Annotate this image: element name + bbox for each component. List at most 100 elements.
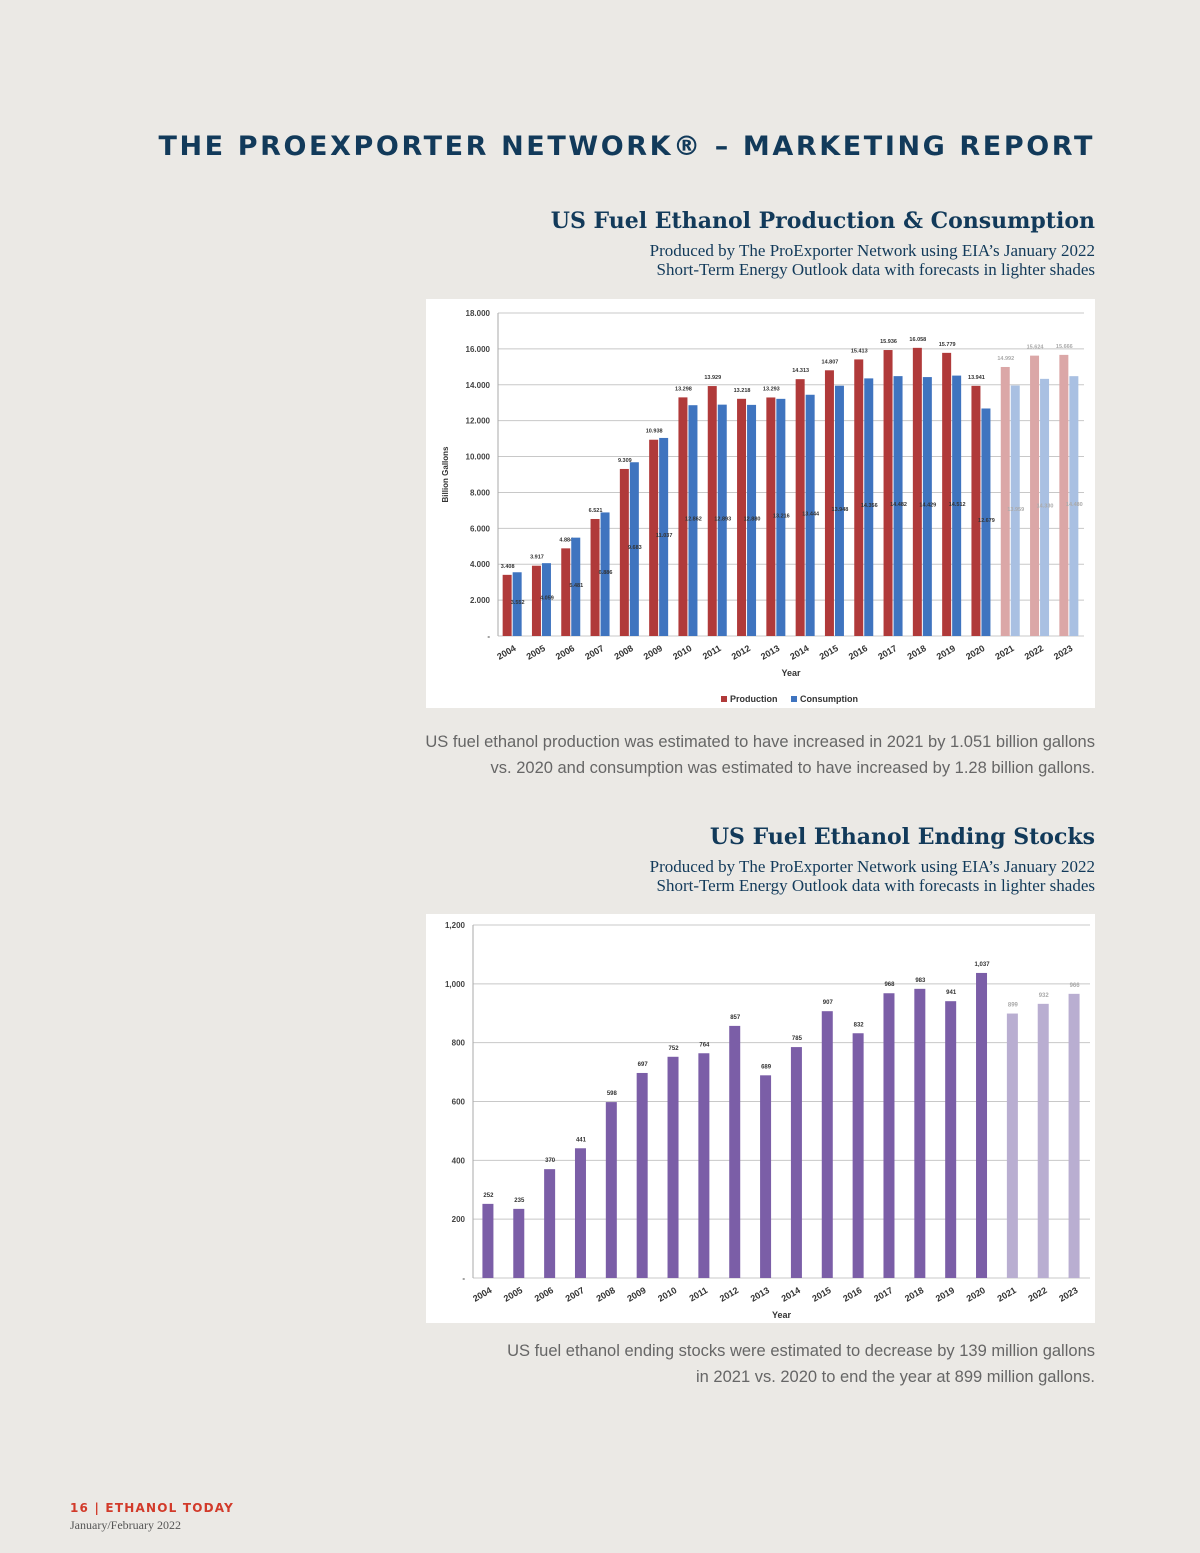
chart2-caption: US fuel ethanol ending stocks were estim… xyxy=(507,1338,1095,1390)
x-tick-label: 2022 xyxy=(1023,643,1045,662)
y-tick-label: 200 xyxy=(452,1215,466,1224)
data-label: 598 xyxy=(607,1091,618,1097)
data-label: 235 xyxy=(514,1198,525,1204)
chart1-title: US Fuel Ethanol Production & Consumption xyxy=(550,208,1095,234)
data-label: 13.959 xyxy=(1007,507,1024,513)
x-tick-label: 2015 xyxy=(810,1285,832,1304)
y-tick-label: 14.000 xyxy=(466,381,491,390)
data-label: 12.893 xyxy=(714,516,731,522)
chart1-subtitle-line: Short-Term Energy Outlook data with fore… xyxy=(656,260,1095,279)
y-tick-label: 18.000 xyxy=(466,309,491,318)
y-tick-label: 800 xyxy=(452,1039,466,1048)
chart1-caption-line: US fuel ethanol production was estimated… xyxy=(425,733,1095,751)
data-label: 932 xyxy=(1039,993,1050,999)
x-axis-title: Year xyxy=(772,1310,792,1320)
bar-ending-stocks xyxy=(945,1001,957,1278)
x-tick-label: 2006 xyxy=(533,1285,555,1304)
data-label: 6.886 xyxy=(599,570,613,576)
y-tick-label: 12.000 xyxy=(466,417,491,426)
data-label: 966 xyxy=(1070,983,1081,989)
x-tick-label: 2004 xyxy=(471,1285,493,1304)
data-label: 11.037 xyxy=(656,533,673,539)
bar-consumption xyxy=(747,404,757,636)
data-label: 14.482 xyxy=(890,502,907,508)
data-label: 12.679 xyxy=(978,518,995,524)
x-tick-label: 2017 xyxy=(876,643,898,662)
y-tick-label: - xyxy=(462,1274,465,1283)
data-label: 15.624 xyxy=(1027,345,1045,351)
bar-ending-stocks xyxy=(883,993,895,1278)
bar-ending-stocks xyxy=(605,1102,617,1278)
x-tick-label: 2010 xyxy=(656,1285,678,1304)
bar-production xyxy=(707,386,717,636)
bar-consumption xyxy=(922,377,932,636)
data-label: 14.429 xyxy=(919,503,936,509)
footer-page-label: 16 | ETHANOL TODAY xyxy=(70,1501,234,1515)
bar-production xyxy=(678,397,688,636)
data-label: 752 xyxy=(669,1046,680,1052)
data-label: 968 xyxy=(884,982,895,988)
bar-production xyxy=(912,347,922,636)
data-label: 10.938 xyxy=(646,429,663,435)
chart2-caption-line: US fuel ethanol ending stocks were estim… xyxy=(507,1342,1095,1360)
data-label: 941 xyxy=(946,990,957,996)
bar-consumption xyxy=(688,405,698,636)
data-label: 983 xyxy=(915,978,926,984)
chart1-caption-line: vs. 2020 and consumption was estimated t… xyxy=(490,759,1095,777)
data-label: 1,037 xyxy=(975,962,991,968)
x-tick-label: 2020 xyxy=(964,643,986,662)
bar-consumption xyxy=(541,563,551,636)
x-tick-label: 2012 xyxy=(730,643,752,662)
x-tick-label: 2022 xyxy=(1026,1285,1048,1304)
bar-ending-stocks xyxy=(698,1053,710,1278)
y-tick-label: 8.000 xyxy=(470,488,491,497)
data-label: 6.521 xyxy=(589,508,603,514)
data-label: 13.218 xyxy=(734,388,751,394)
x-tick-label: 2013 xyxy=(759,643,781,662)
bar-ending-stocks xyxy=(976,972,988,1278)
x-tick-label: 2006 xyxy=(554,643,576,662)
data-label: 9.309 xyxy=(618,458,632,464)
bar-ending-stocks xyxy=(574,1148,586,1278)
data-label: 3.552 xyxy=(511,600,525,606)
data-label: 13.948 xyxy=(832,507,849,513)
data-label: 857 xyxy=(730,1015,741,1021)
bar-production xyxy=(824,370,834,636)
chart2-caption-line: in 2021 vs. 2020 to end the year at 899 … xyxy=(695,1368,1095,1386)
x-tick-label: 2019 xyxy=(935,643,957,662)
x-tick-label: 2009 xyxy=(625,1285,647,1304)
data-label: 9.683 xyxy=(628,545,642,551)
data-label: 12.880 xyxy=(744,516,761,522)
bar-consumption xyxy=(981,408,991,636)
bar-production xyxy=(531,565,541,636)
data-label: 832 xyxy=(854,1022,865,1028)
data-label: 15.666 xyxy=(1056,344,1073,350)
bar-production xyxy=(795,379,805,636)
chart2-subtitle: Produced by The ProExporter Network usin… xyxy=(650,857,1095,895)
bar-consumption xyxy=(1040,378,1050,636)
bar-ending-stocks xyxy=(513,1208,525,1278)
y-tick-label: 16.000 xyxy=(466,345,491,354)
data-label: 14.313 xyxy=(792,368,809,374)
x-tick-label: 2023 xyxy=(1057,1285,1079,1304)
x-tick-label: 2008 xyxy=(594,1285,616,1304)
x-tick-label: 2014 xyxy=(788,643,810,662)
bar-ending-stocks xyxy=(852,1033,864,1278)
bar-production xyxy=(561,548,571,636)
bar-ending-stocks xyxy=(667,1056,679,1278)
data-label: 441 xyxy=(576,1137,587,1143)
chart1-subtitle: Produced by The ProExporter Network usin… xyxy=(650,241,1095,279)
bar-consumption xyxy=(776,398,786,636)
data-label: 697 xyxy=(638,1062,649,1068)
data-label: 4.884 xyxy=(559,537,574,543)
data-label: 3.408 xyxy=(501,564,515,570)
y-tick-label: 1,000 xyxy=(445,980,466,989)
y-tick-label: 2.000 xyxy=(470,596,491,605)
bar-ending-stocks xyxy=(1006,1013,1018,1278)
data-label: 14.992 xyxy=(997,356,1014,362)
data-label: 5.481 xyxy=(569,583,583,589)
data-label: 13.941 xyxy=(968,375,985,381)
bar-production xyxy=(502,574,512,636)
ending-stocks-chart: - 200 400 600 800 1,000 1,200 252 2004 235 2005 370… xyxy=(426,914,1095,1323)
ending-stocks-chart-svg: - 200 400 600 800 1,000 1,200 252 2004 235 2005 370… xyxy=(445,921,1090,1320)
